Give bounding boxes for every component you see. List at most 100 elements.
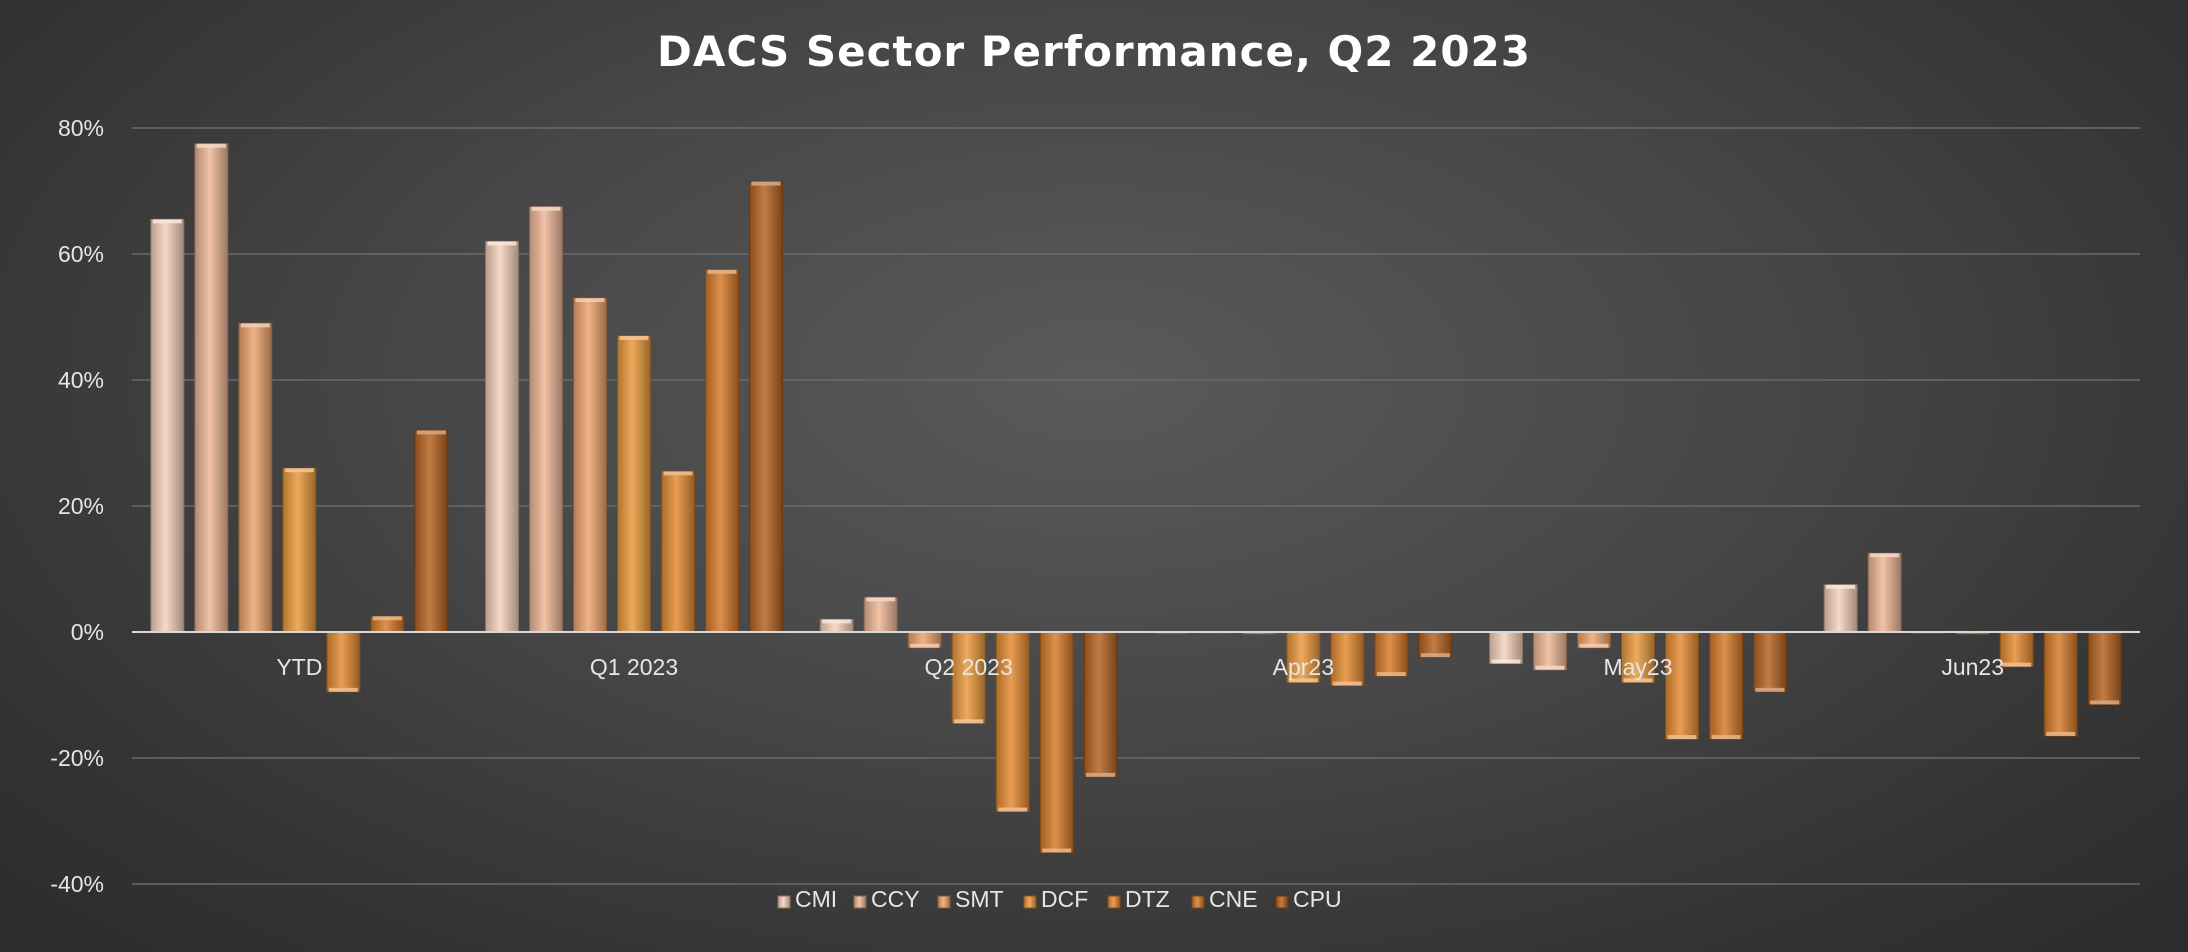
bar-cap (240, 323, 270, 328)
bar-dtz-ytd (326, 631, 361, 693)
bar-ccy-ytd (194, 143, 229, 633)
bar-cap (751, 181, 781, 186)
legend-label-cne: CNE (1209, 886, 1258, 912)
bar-cap (707, 269, 737, 274)
legend-label-dtz: DTZ (1125, 886, 1170, 912)
x-axis: YTD Q1 2023 Q2 2023 Apr23 May23 Jun23 (276, 654, 2004, 680)
bar-cap (954, 719, 984, 724)
bars (150, 143, 2122, 853)
legend-swatch-dcf (1023, 895, 1037, 909)
bar-smt-q1-2023 (573, 297, 607, 633)
bar-cne-may23 (1709, 631, 1743, 740)
bar-cap (2046, 731, 2076, 736)
bar-cap (1755, 687, 1785, 692)
bar-cap (1288, 678, 1318, 683)
x-category-label: May23 (1603, 654, 1672, 680)
bar-ccy-q2-2023 (863, 596, 898, 633)
bar-cap (663, 471, 693, 476)
bar-cmi-ytd (150, 218, 185, 633)
bar-dcf-q1-2023 (617, 335, 651, 633)
bar-cne-q1-2023 (705, 269, 739, 633)
legend-label-dcf: DCF (1041, 886, 1088, 912)
bar-cap (1579, 643, 1609, 648)
bar-cap (1667, 735, 1697, 740)
legend-swatch-dtz (1107, 895, 1121, 909)
bar-cap (487, 241, 517, 246)
bar-dtz-jun23 (1999, 631, 2034, 668)
bar-cap (910, 643, 940, 648)
bar-cpu-q1-2023 (749, 181, 783, 633)
bar-cpu-q2-2023 (1083, 631, 1118, 778)
bar-cap (1491, 659, 1521, 664)
bar-cap (328, 687, 358, 692)
bar-cmi-q1-2023 (485, 240, 519, 633)
x-category-label: Apr23 (1273, 654, 1334, 680)
bar-cap (619, 335, 649, 340)
x-category-label: Jun23 (1941, 654, 2004, 680)
bar-ccy-jun23 (1867, 552, 1902, 633)
legend-swatch-cne (1191, 895, 1205, 909)
bar-cne-jun23 (2043, 631, 2078, 737)
bar-cap (1376, 672, 1406, 677)
legend-swatch-ccy (853, 895, 867, 909)
bar-cpu-ytd (414, 429, 449, 633)
bar-cpu-apr23 (1418, 631, 1453, 658)
bar-cap (531, 206, 561, 211)
bar-dcf-ytd (282, 467, 317, 633)
x-category-label: Q2 2023 (925, 654, 1013, 680)
bar-cap (822, 619, 852, 624)
y-tick-label: 20% (58, 493, 104, 519)
bar-cap (196, 143, 226, 148)
bar-cap (866, 597, 896, 602)
bar-cne-apr23 (1374, 631, 1409, 677)
legend-label-smt: SMT (955, 886, 1004, 912)
bar-cap (1711, 735, 1741, 740)
y-tick-label: 80% (58, 115, 104, 141)
bar-cap (1332, 681, 1362, 686)
chart-title: DACS Sector Performance, Q2 2023 (657, 27, 1531, 76)
bar-dtz-may23 (1665, 631, 1699, 740)
bar-cap (1535, 665, 1565, 670)
bar-cmi-jun23 (1823, 584, 1858, 633)
legend: CMI CCY SMT DCF DTZ CNE CPU (777, 886, 1342, 912)
bar-cmi-may23 (1489, 631, 1523, 664)
y-tick-label: 60% (58, 241, 104, 267)
y-tick-label: 0% (71, 619, 104, 645)
legend-swatch-cmi (777, 895, 791, 909)
bar-cap (416, 430, 446, 435)
y-tick-label: 40% (58, 367, 104, 393)
bar-cap (575, 298, 605, 303)
bar-cap (1870, 553, 1900, 558)
y-tick-label: -40% (50, 871, 104, 897)
bar-cap (152, 219, 182, 224)
bar-smt-ytd (238, 322, 273, 633)
bar-cne-q2-2023 (1039, 631, 1074, 853)
legend-label-cmi: CMI (795, 886, 837, 912)
x-category-label: Q1 2023 (590, 654, 678, 680)
bar-cap (1826, 584, 1856, 589)
bar-cpu-may23 (1753, 631, 1787, 693)
bar-cap (1042, 848, 1072, 853)
legend-label-cpu: CPU (1293, 886, 1342, 912)
bar-ccy-may23 (1533, 631, 1567, 671)
legend-swatch-cpu (1275, 895, 1289, 909)
legend-label-ccy: CCY (871, 886, 920, 912)
bar-cap (1623, 678, 1653, 683)
bar-cap (2090, 700, 2120, 705)
bar-ccy-q1-2023 (529, 206, 563, 633)
legend-swatch-smt (937, 895, 951, 909)
x-category-label: YTD (276, 654, 322, 680)
bar-cap (998, 807, 1028, 812)
bar-dtz-apr23 (1330, 631, 1365, 687)
y-axis: 80% 60% 40% 20% 0% -20% -40% (50, 115, 104, 897)
bar-cap (1086, 772, 1116, 777)
bar-dtz-q1-2023 (661, 470, 695, 633)
y-tick-label: -20% (50, 745, 104, 771)
bar-cap (284, 468, 314, 473)
bar-cap (2002, 662, 2032, 667)
bar-cpu-jun23 (2087, 631, 2122, 705)
bar-cap (1420, 653, 1450, 658)
bar-cap (372, 616, 402, 621)
